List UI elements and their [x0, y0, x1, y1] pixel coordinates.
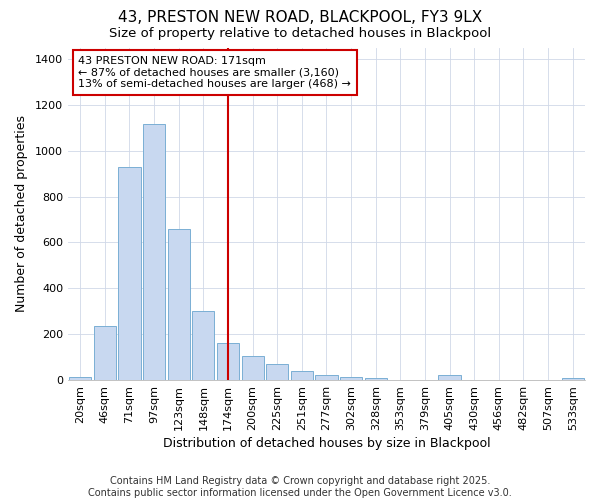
Bar — [340, 376, 362, 380]
Bar — [562, 378, 584, 380]
Bar — [365, 378, 387, 380]
X-axis label: Distribution of detached houses by size in Blackpool: Distribution of detached houses by size … — [163, 437, 490, 450]
Bar — [143, 124, 165, 380]
Bar — [167, 228, 190, 380]
Bar — [192, 312, 214, 380]
Text: Size of property relative to detached houses in Blackpool: Size of property relative to detached ho… — [109, 28, 491, 40]
Bar — [69, 376, 91, 380]
Bar — [94, 326, 116, 380]
Y-axis label: Number of detached properties: Number of detached properties — [15, 116, 28, 312]
Text: 43 PRESTON NEW ROAD: 171sqm
← 87% of detached houses are smaller (3,160)
13% of : 43 PRESTON NEW ROAD: 171sqm ← 87% of det… — [78, 56, 351, 89]
Bar — [242, 356, 263, 380]
Bar — [118, 167, 140, 380]
Text: Contains HM Land Registry data © Crown copyright and database right 2025.
Contai: Contains HM Land Registry data © Crown c… — [88, 476, 512, 498]
Bar — [439, 376, 461, 380]
Bar — [266, 364, 289, 380]
Text: 43, PRESTON NEW ROAD, BLACKPOOL, FY3 9LX: 43, PRESTON NEW ROAD, BLACKPOOL, FY3 9LX — [118, 10, 482, 25]
Bar — [217, 344, 239, 380]
Bar — [291, 371, 313, 380]
Bar — [316, 376, 338, 380]
